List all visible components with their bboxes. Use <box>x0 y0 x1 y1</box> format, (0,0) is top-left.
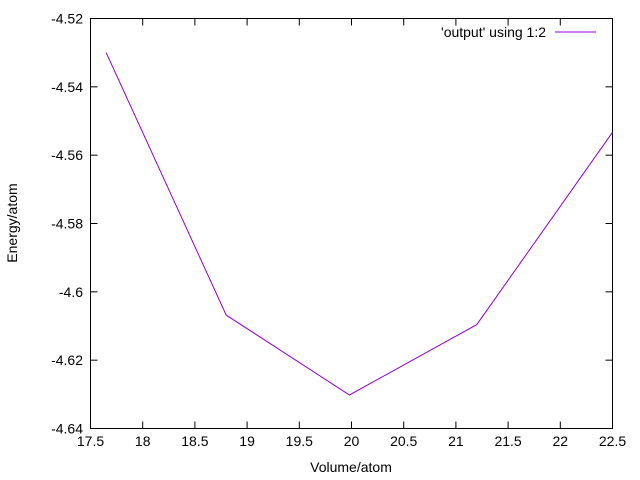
series-group <box>105 52 613 396</box>
y-tick-label: -4.58 <box>51 216 83 232</box>
x-tick-label: 18.5 <box>181 433 208 449</box>
x-tick-label: 22 <box>553 433 569 449</box>
y-tick-label: -4.56 <box>51 147 83 163</box>
legend-label: 'output' using 1:2 <box>441 24 546 40</box>
x-tick-label: 17.5 <box>77 433 104 449</box>
legend: 'output' using 1:2 <box>441 24 596 40</box>
y-tick-label: -4.62 <box>51 352 83 368</box>
x-tick-label: 22.5 <box>599 433 626 449</box>
x-tick-label: 19.5 <box>286 433 313 449</box>
x-axis-label: Volume/atom <box>310 459 392 475</box>
series-line <box>105 52 613 396</box>
x-tick-label: 18 <box>135 433 151 449</box>
y-tick-label: -4.52 <box>51 11 83 27</box>
x-tick-label: 21.5 <box>494 433 521 449</box>
x-axis-ticks: 17.5 18 18.5 19 19.5 20 20.5 21 21.5 22 22.5 <box>77 18 626 449</box>
x-tick-label: 21 <box>448 433 464 449</box>
x-tick-label: 20.5 <box>390 433 417 449</box>
x-tick-label: 19 <box>239 433 255 449</box>
x-tick-label: 20 <box>344 433 360 449</box>
y-tick-label: -4.6 <box>59 284 83 300</box>
y-axis-label: Energy/atom <box>4 183 20 262</box>
y-axis-ticks: -4.64 -4.62 -4.6 -4.58 -4.56 -4.54 -4.52 <box>51 11 613 437</box>
plot-frame <box>90 18 613 429</box>
y-tick-label: -4.54 <box>51 79 83 95</box>
y-tick-label: -4.64 <box>51 421 83 437</box>
